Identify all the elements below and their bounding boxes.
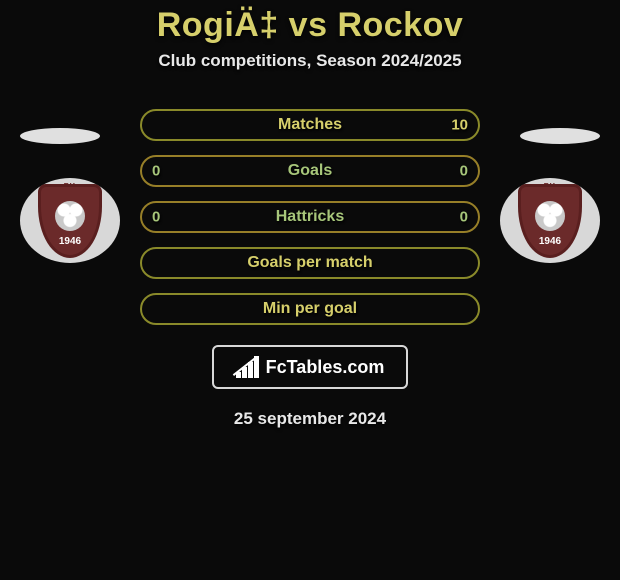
brand-text: FcTables.com — [266, 357, 385, 378]
stat-label: Min per goal — [263, 300, 357, 318]
stat-value-left: 0 — [152, 209, 160, 226]
player-avatar-left — [20, 128, 100, 144]
stat-row: Goals per match — [140, 247, 480, 279]
brand-badge[interactable]: FcTables.com — [212, 345, 408, 389]
stat-value-right: 0 — [460, 209, 468, 226]
stat-label: Hattricks — [276, 208, 344, 226]
shield-icon: 1946 — [518, 184, 582, 258]
stat-row: Min per goal — [140, 293, 480, 325]
stat-row: Matches 10 — [140, 109, 480, 141]
stat-label: Matches — [278, 116, 342, 134]
stat-row: Hattricks 0 0 — [140, 201, 480, 233]
crest-year: 1946 — [41, 236, 99, 247]
page-subtitle: Club competitions, Season 2024/2025 — [158, 51, 461, 71]
club-crest-right: FK 1946 — [500, 178, 600, 263]
shield-icon: 1946 — [38, 184, 102, 258]
stat-row: Goals 0 0 — [140, 155, 480, 187]
stat-label: Goals per match — [247, 254, 372, 272]
club-crest-left: FK 1946 — [20, 178, 120, 263]
crest-year: 1946 — [521, 236, 579, 247]
ball-icon — [535, 201, 565, 231]
bar-chart-icon — [236, 356, 262, 378]
stat-value-right: 10 — [451, 117, 468, 134]
stat-label: Goals — [288, 162, 332, 180]
stat-value-right: 0 — [460, 163, 468, 180]
player-avatar-right — [520, 128, 600, 144]
stat-value-left: 0 — [152, 163, 160, 180]
page-date: 25 september 2024 — [234, 409, 386, 429]
ball-icon — [55, 201, 85, 231]
page-title: RogiÄ‡ vs Rockov — [157, 6, 464, 45]
stats-list: Matches 10 Goals 0 0 Hattricks 0 0 Goals per mat… — [140, 109, 480, 339]
